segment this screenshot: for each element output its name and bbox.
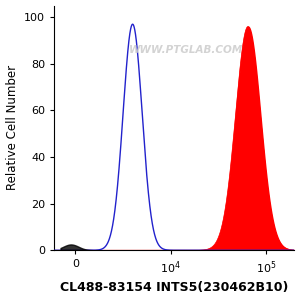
Y-axis label: Relative Cell Number: Relative Cell Number — [6, 65, 19, 190]
Text: WWW.PTGLAB.COM: WWW.PTGLAB.COM — [129, 45, 243, 55]
X-axis label: CL488-83154 INTS5(230462B10): CL488-83154 INTS5(230462B10) — [60, 281, 289, 294]
